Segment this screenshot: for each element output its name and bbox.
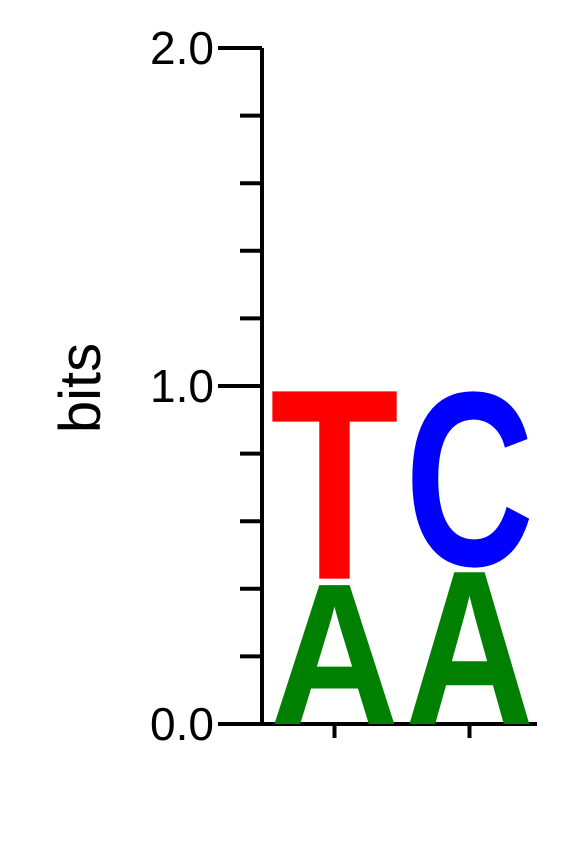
logo-letter-t: T bbox=[270, 332, 399, 637]
logo-letter-c: C bbox=[405, 340, 534, 618]
y-axis-tick-labels: 0.0 1.0 2.0 bbox=[150, 22, 214, 750]
logo-letter-a: A bbox=[405, 524, 534, 771]
y-tick-label: 2.0 bbox=[150, 22, 214, 74]
y-axis-title: bits bbox=[48, 343, 113, 433]
x-axis-ticks bbox=[332, 724, 472, 738]
logo-letter-a: A bbox=[270, 542, 399, 768]
y-tick-label: 0.0 bbox=[150, 698, 214, 750]
y-axis-ticks bbox=[218, 46, 262, 726]
y-tick-label: 1.0 bbox=[150, 360, 214, 412]
